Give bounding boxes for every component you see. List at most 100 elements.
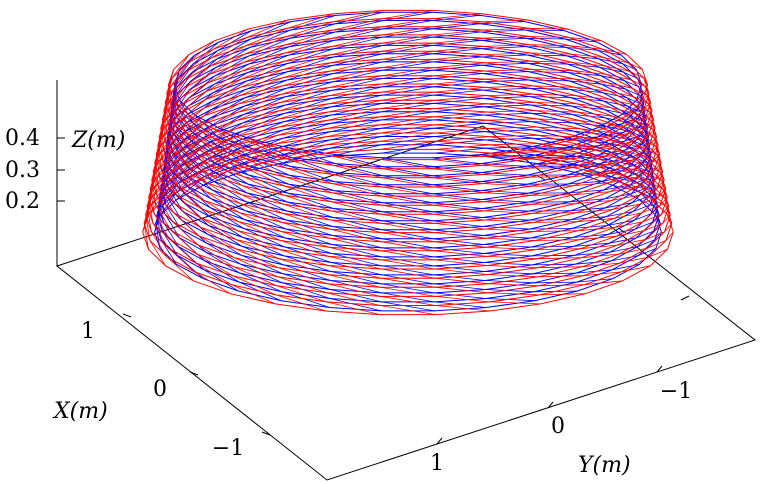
series-1-mesh-line <box>489 292 540 296</box>
series-0-mesh-line <box>626 97 642 105</box>
series-1-mesh-line <box>177 185 204 210</box>
series-1-mesh-line <box>601 124 629 130</box>
series-1-mesh-line <box>489 301 541 305</box>
series-0-mesh-line <box>433 106 485 113</box>
series-1-mesh-line <box>327 283 381 297</box>
series-1-mesh-line <box>612 115 638 123</box>
series-1-mesh-line <box>286 167 333 184</box>
series-1-mesh-line <box>535 239 580 241</box>
series-1-mesh-line <box>658 188 666 198</box>
series-0-mesh-line <box>604 193 632 200</box>
series-0-mesh-line <box>383 166 433 177</box>
series-0-mesh-line <box>527 62 568 65</box>
series-1-mesh-line <box>605 65 630 72</box>
series-1-mesh-line <box>278 111 329 128</box>
series-0-mesh-line <box>610 246 638 253</box>
series-1-mesh-line <box>487 265 538 269</box>
series-1-mesh-line <box>583 271 622 277</box>
series-1-mesh-line <box>380 277 436 288</box>
series-1-mesh-line <box>173 212 200 237</box>
series-1-mesh-line <box>538 275 584 278</box>
y-tick-label-m1: −1 <box>660 379 692 404</box>
series-1-mesh-line <box>434 223 486 230</box>
series-0-mesh-line <box>484 112 532 116</box>
series-1-mesh-line <box>246 19 289 38</box>
series-0-mesh-line <box>525 29 565 31</box>
series-0-mesh-line <box>183 202 209 226</box>
series-1-mesh-line <box>180 168 206 192</box>
series-1-mesh-line <box>629 71 644 79</box>
series-0-mesh-line <box>178 246 205 271</box>
y-tick-label-0: 0 <box>551 414 565 439</box>
series-1-mesh-line <box>570 45 604 50</box>
series-1-mesh-line <box>281 78 331 95</box>
series-0-mesh-line <box>433 274 486 281</box>
series-1-mesh-line <box>166 69 175 94</box>
series-1-mesh-line <box>572 62 606 67</box>
series-0-mesh-line <box>433 265 485 272</box>
series-0-mesh-line <box>330 280 382 294</box>
series-0-mesh-line <box>603 100 628 107</box>
series-0-mesh-line <box>530 237 573 239</box>
series-1-mesh-line <box>629 126 647 134</box>
series-1-mesh-line <box>381 232 435 243</box>
series-1-mesh-line <box>579 235 617 241</box>
series-0-mesh-line <box>607 219 635 226</box>
series-1-mesh-line <box>435 286 490 294</box>
series-1-mesh-line <box>641 205 661 214</box>
series-1-mesh-line <box>532 69 574 72</box>
series-1-mesh-line <box>155 154 161 180</box>
series-1-mesh-line <box>326 132 381 146</box>
surface-wireframe <box>142 9 674 316</box>
series-1-mesh-line <box>330 67 382 80</box>
series-1-mesh-line <box>381 241 435 252</box>
series-1-mesh-line <box>630 135 649 143</box>
series-0-mesh-line <box>627 105 643 113</box>
series-0-mesh-line <box>242 237 285 257</box>
series-0-mesh-line <box>434 131 486 137</box>
series-1-mesh-line <box>665 231 674 241</box>
series-1-mesh-line <box>529 36 570 38</box>
series-0-mesh-line <box>631 195 650 204</box>
series-1-mesh-line <box>483 44 531 47</box>
series-1-mesh-line <box>276 285 327 303</box>
series-1-mesh-line <box>536 110 579 113</box>
series-1-mesh-line <box>434 87 487 93</box>
series-1-mesh-line <box>327 274 381 288</box>
series-1-mesh-line <box>207 173 242 196</box>
series-0-mesh-line <box>217 136 251 158</box>
series-1-mesh-line <box>282 62 332 79</box>
series-1-mesh-line <box>381 83 435 93</box>
series-1-mesh-line <box>382 177 434 188</box>
series-0-mesh-line <box>525 37 566 40</box>
series-0-mesh-line <box>566 163 601 167</box>
y-tick-0 <box>547 401 554 409</box>
series-0-mesh-line <box>483 235 531 239</box>
series-0-mesh-line <box>570 207 606 212</box>
series-0-mesh-line <box>634 213 652 221</box>
series-1-mesh-line <box>326 301 381 315</box>
series-0-mesh-line <box>432 31 481 38</box>
series-1-mesh-line <box>158 136 164 162</box>
series-1-mesh-line <box>585 169 622 176</box>
series-1-mesh-line <box>641 147 658 156</box>
series-1-mesh-line <box>188 115 214 139</box>
series-1-mesh-line <box>195 262 232 286</box>
series-0-mesh-line <box>432 15 481 21</box>
series-1-mesh-line <box>165 102 170 127</box>
series-1-mesh-line <box>327 108 382 121</box>
series-1-mesh-line <box>382 195 434 206</box>
series-1-mesh-line <box>173 124 203 148</box>
series-1-mesh-line <box>278 103 329 120</box>
series-0-mesh-line <box>531 254 575 257</box>
series-1-mesh-line <box>615 221 644 228</box>
series-1-mesh-line <box>570 155 606 160</box>
series-1-mesh-line <box>244 36 287 55</box>
series-0-mesh-line <box>284 255 332 272</box>
series-1-mesh-line <box>488 283 540 287</box>
series-1-mesh-line <box>433 195 485 203</box>
series-0-mesh-line <box>246 201 287 221</box>
series-1-mesh-line <box>653 162 662 171</box>
series-1-mesh-line <box>161 170 178 196</box>
series-1-mesh-line <box>646 231 665 240</box>
